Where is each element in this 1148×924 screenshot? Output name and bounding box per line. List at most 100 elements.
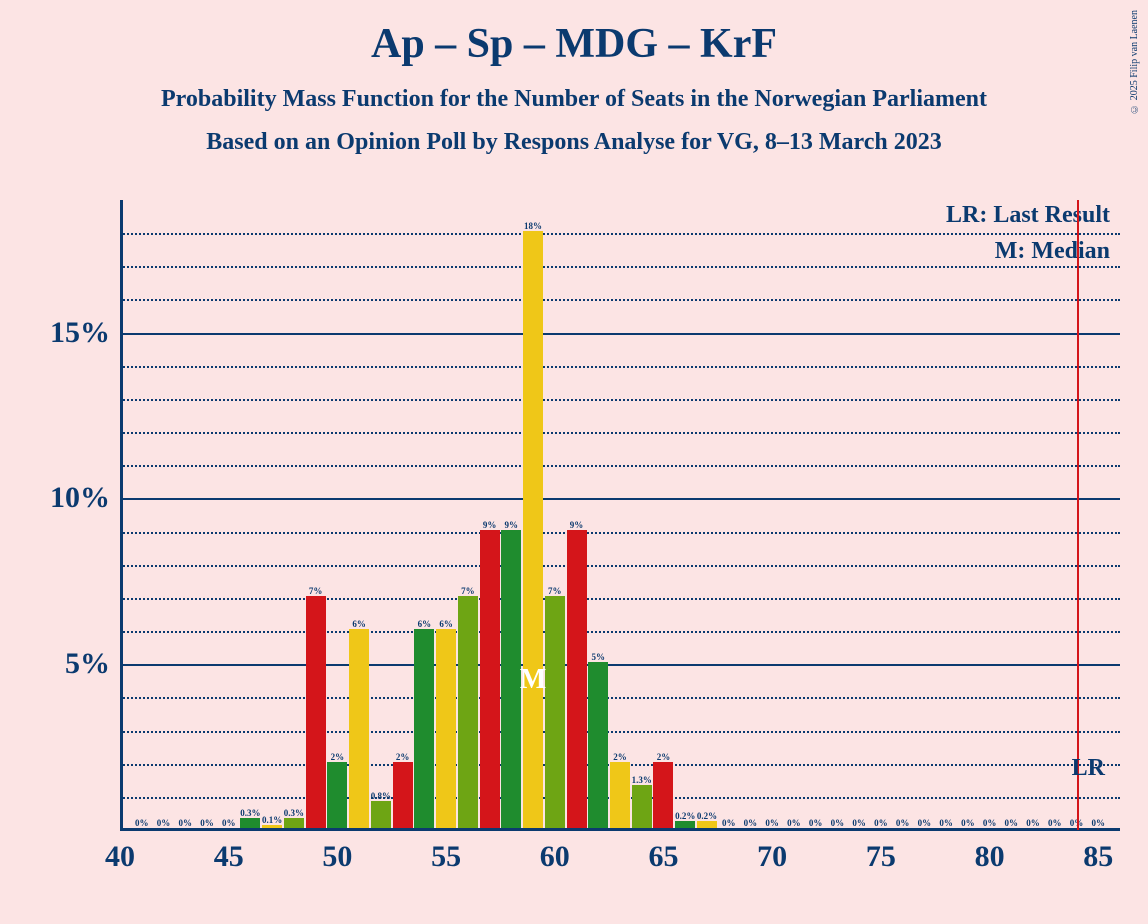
last-result-label: LR	[1072, 755, 1105, 782]
bar-value-label: 0%	[809, 818, 823, 828]
bar	[393, 762, 413, 828]
chart-title: Ap – Sp – MDG – KrF	[0, 0, 1148, 68]
bar	[436, 629, 456, 828]
bar-value-label: 2%	[331, 752, 345, 762]
gridline	[120, 333, 1120, 335]
gridline	[120, 565, 1120, 567]
bar-value-label: 2%	[657, 752, 671, 762]
bar-value-label: 6%	[418, 619, 432, 629]
bar	[480, 530, 500, 828]
bar	[523, 231, 543, 828]
bar	[414, 629, 434, 828]
bar-value-label: 0%	[1048, 818, 1062, 828]
gridline	[120, 532, 1120, 534]
bar-value-label: 0%	[831, 818, 845, 828]
gridline	[120, 432, 1120, 434]
bar-value-label: 0%	[1092, 818, 1106, 828]
bar-value-label: 0%	[744, 818, 758, 828]
x-tick-label: 85	[1083, 840, 1113, 874]
bar-value-label: 0.1%	[262, 815, 282, 825]
bar-value-label: 0%	[961, 818, 975, 828]
gridline	[120, 233, 1120, 235]
bar-value-label: 0%	[157, 818, 171, 828]
bar	[653, 762, 673, 828]
median-label: M	[520, 664, 546, 696]
bar	[501, 530, 521, 828]
bar-value-label: 0%	[983, 818, 997, 828]
gridline	[120, 299, 1120, 301]
gridline	[120, 631, 1120, 633]
bar-value-label: 0.2%	[675, 811, 695, 821]
x-tick-label: 80	[975, 840, 1005, 874]
bar-value-label: 0%	[200, 818, 214, 828]
bar-value-label: 0.3%	[284, 808, 304, 818]
last-result-line	[1077, 200, 1079, 830]
bar-value-label: 2%	[396, 752, 410, 762]
bar-value-label: 7%	[461, 586, 475, 596]
bar-value-label: 0.3%	[240, 808, 260, 818]
bar	[675, 821, 695, 828]
bar	[588, 662, 608, 828]
bar-value-label: 9%	[505, 520, 519, 530]
bar	[306, 596, 326, 828]
gridline	[120, 399, 1120, 401]
gridline	[120, 731, 1120, 733]
bar-value-label: 6%	[439, 619, 453, 629]
bar-value-label: 0%	[722, 818, 736, 828]
x-tick-label: 75	[866, 840, 896, 874]
bar	[567, 530, 587, 828]
bar	[327, 762, 347, 828]
bar-value-label: 0%	[222, 818, 236, 828]
x-tick-label: 60	[540, 840, 570, 874]
plot-area: 5%10%15%404550556065707580850%0%0%0%0%0.…	[120, 200, 1120, 830]
bar	[545, 596, 565, 828]
bar	[371, 801, 391, 828]
bar-value-label: 0%	[178, 818, 192, 828]
bar	[262, 825, 282, 828]
bar-value-label: 0%	[896, 818, 910, 828]
x-tick-label: 70	[757, 840, 787, 874]
bar	[349, 629, 369, 828]
chart-area: LR: Last Result M: Median 5%10%15%404550…	[120, 200, 1120, 830]
copyright-text: © 2025 Filip van Laenen	[1129, 10, 1140, 114]
bar-value-label: 5%	[592, 652, 606, 662]
gridline	[120, 465, 1120, 467]
y-tick-label: 5%	[65, 647, 110, 681]
x-tick-label: 40	[105, 840, 135, 874]
bar-value-label: 0%	[135, 818, 149, 828]
bar	[240, 818, 260, 828]
chart-subtitle: Probability Mass Function for the Number…	[0, 86, 1148, 113]
bar-value-label: 0%	[787, 818, 801, 828]
chart-subtitle2: Based on an Opinion Poll by Respons Anal…	[0, 129, 1148, 156]
gridline	[120, 366, 1120, 368]
gridline	[120, 498, 1120, 500]
bar-value-label: 0%	[939, 818, 953, 828]
x-axis	[120, 828, 1120, 831]
bar-value-label: 9%	[570, 520, 584, 530]
bar-value-label: 9%	[483, 520, 497, 530]
bar-value-label: 1.3%	[632, 775, 652, 785]
y-axis	[120, 200, 123, 830]
x-tick-label: 55	[431, 840, 461, 874]
bar	[610, 762, 630, 828]
bar-value-label: 0%	[852, 818, 866, 828]
bar-value-label: 0.2%	[697, 811, 717, 821]
bar-value-label: 0.8%	[371, 791, 391, 801]
bar	[697, 821, 717, 828]
bar-value-label: 0%	[1026, 818, 1040, 828]
bar	[458, 596, 478, 828]
gridline	[120, 598, 1120, 600]
bar	[284, 818, 304, 828]
gridline	[120, 266, 1120, 268]
bar-value-label: 7%	[548, 586, 562, 596]
gridline	[120, 664, 1120, 666]
x-tick-label: 45	[214, 840, 244, 874]
y-tick-label: 15%	[50, 316, 110, 350]
bar	[632, 785, 652, 828]
x-tick-label: 65	[648, 840, 678, 874]
gridline	[120, 697, 1120, 699]
bar-value-label: 7%	[309, 586, 323, 596]
x-tick-label: 50	[322, 840, 352, 874]
y-tick-label: 10%	[50, 481, 110, 515]
bar-value-label: 0%	[765, 818, 779, 828]
